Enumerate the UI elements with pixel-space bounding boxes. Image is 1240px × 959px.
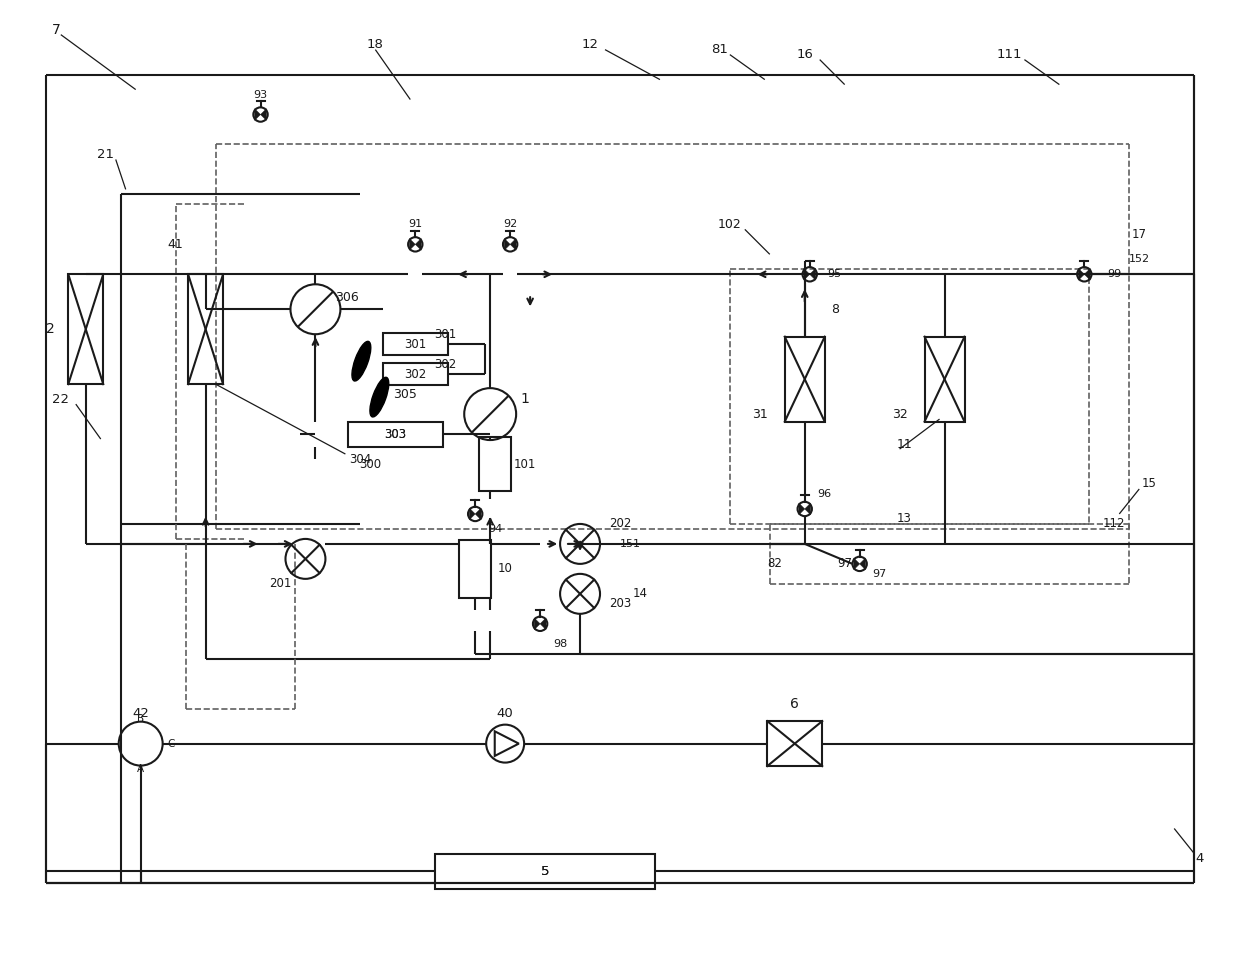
Bar xyxy=(459,540,491,597)
Text: 2: 2 xyxy=(46,322,56,337)
Text: 203: 203 xyxy=(609,597,631,610)
Text: 302: 302 xyxy=(404,367,427,381)
Text: 112: 112 xyxy=(1104,518,1126,530)
Text: 7: 7 xyxy=(51,23,61,36)
Text: 151: 151 xyxy=(620,539,641,549)
Bar xyxy=(479,436,511,491)
Bar xyxy=(188,274,223,385)
Text: 111: 111 xyxy=(997,48,1022,61)
Polygon shape xyxy=(254,108,260,121)
Text: 18: 18 xyxy=(367,38,384,51)
Text: 5: 5 xyxy=(541,865,549,877)
Text: 101: 101 xyxy=(513,457,537,471)
Text: 10: 10 xyxy=(497,562,512,575)
Text: 82: 82 xyxy=(768,557,782,571)
Polygon shape xyxy=(859,558,866,570)
Polygon shape xyxy=(510,239,516,250)
Text: B: B xyxy=(138,713,144,724)
Polygon shape xyxy=(805,503,811,515)
Bar xyxy=(383,333,448,355)
Text: 97: 97 xyxy=(873,569,887,579)
Text: 95: 95 xyxy=(827,269,842,279)
Bar xyxy=(383,363,448,386)
Text: 306: 306 xyxy=(336,291,360,304)
Text: 14: 14 xyxy=(632,587,647,600)
Bar xyxy=(925,337,965,422)
Polygon shape xyxy=(505,239,510,250)
Polygon shape xyxy=(854,558,859,570)
Text: 1: 1 xyxy=(521,392,529,406)
Text: 302: 302 xyxy=(434,358,456,371)
Bar xyxy=(435,854,655,889)
Text: 201: 201 xyxy=(269,577,291,591)
Text: 41: 41 xyxy=(167,238,184,251)
Text: 93: 93 xyxy=(253,89,268,100)
Text: 98: 98 xyxy=(553,639,567,648)
Text: 8: 8 xyxy=(831,303,838,316)
Polygon shape xyxy=(804,269,810,280)
Text: 91: 91 xyxy=(408,220,423,229)
Bar xyxy=(348,422,443,447)
Text: 32: 32 xyxy=(892,408,908,421)
Polygon shape xyxy=(1084,269,1090,280)
Polygon shape xyxy=(415,239,422,250)
Bar xyxy=(785,337,825,422)
Text: 92: 92 xyxy=(503,220,517,229)
Text: 99: 99 xyxy=(1107,269,1121,279)
Text: 96: 96 xyxy=(817,489,832,499)
Text: 21: 21 xyxy=(97,148,114,161)
Polygon shape xyxy=(534,618,541,630)
Polygon shape xyxy=(810,269,816,280)
Text: 303: 303 xyxy=(384,428,407,440)
Text: 16: 16 xyxy=(796,48,813,61)
Polygon shape xyxy=(409,239,415,250)
Text: 301: 301 xyxy=(434,328,456,340)
Text: C: C xyxy=(167,738,175,749)
Text: 102: 102 xyxy=(718,218,742,231)
Text: 81: 81 xyxy=(712,43,728,57)
Text: 12: 12 xyxy=(582,38,599,51)
Text: 4: 4 xyxy=(1195,852,1203,865)
Text: 5: 5 xyxy=(541,865,549,877)
Polygon shape xyxy=(469,508,475,520)
Text: 17: 17 xyxy=(1132,228,1147,241)
Text: 6: 6 xyxy=(790,696,800,711)
Text: 304: 304 xyxy=(350,453,372,465)
Text: 202: 202 xyxy=(609,518,631,530)
Text: 305: 305 xyxy=(393,387,417,401)
Text: 300: 300 xyxy=(360,457,382,471)
Text: 301: 301 xyxy=(404,338,427,351)
Polygon shape xyxy=(1079,269,1084,280)
Text: 303: 303 xyxy=(384,428,407,440)
Polygon shape xyxy=(541,618,546,630)
Polygon shape xyxy=(260,108,267,121)
Polygon shape xyxy=(799,503,805,515)
Text: 31: 31 xyxy=(751,408,768,421)
Bar xyxy=(768,721,822,766)
Text: 11: 11 xyxy=(897,437,913,451)
Text: A: A xyxy=(138,763,144,774)
Text: 22: 22 xyxy=(52,392,69,406)
Text: 152: 152 xyxy=(1128,254,1149,265)
Text: 97: 97 xyxy=(837,557,852,571)
Ellipse shape xyxy=(352,341,371,381)
Polygon shape xyxy=(475,508,481,520)
Text: 13: 13 xyxy=(898,512,913,526)
Text: 40: 40 xyxy=(497,707,513,720)
Ellipse shape xyxy=(370,377,389,417)
Text: 42: 42 xyxy=(133,707,149,720)
Text: 15: 15 xyxy=(1142,478,1157,490)
Text: 94: 94 xyxy=(489,524,502,534)
Bar xyxy=(68,274,103,385)
